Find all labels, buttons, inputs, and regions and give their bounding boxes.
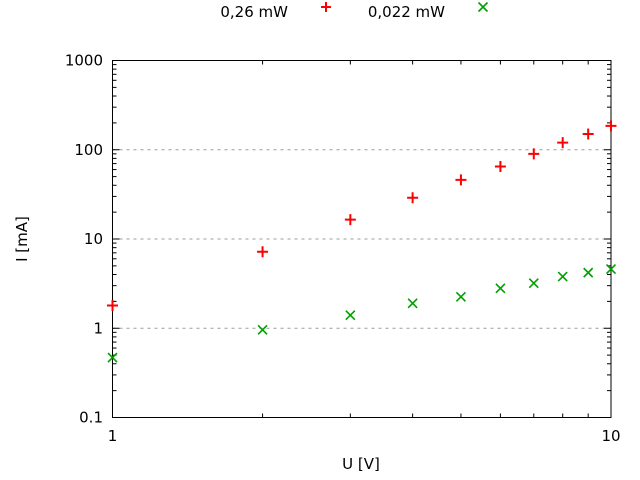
data-point-x [495, 283, 506, 294]
data-point-x [257, 324, 268, 335]
data-point-x [107, 352, 118, 363]
data-point-plus [582, 128, 594, 140]
y-axis-title: I [mA] [13, 216, 31, 262]
plus-marker-icon [321, 2, 331, 12]
data-point-x [605, 264, 617, 275]
x-axis-title: U [V] [342, 455, 380, 473]
x-tick-label: 1 [108, 427, 118, 445]
data-point-plus [407, 192, 419, 204]
data-point-x [528, 278, 539, 289]
legend-label-series-1: 0,022 mW [367, 3, 445, 21]
data-point-x [455, 291, 467, 302]
y-tick-label: 1 [93, 319, 103, 337]
plot-border [112, 60, 612, 418]
data-point-x [345, 310, 356, 321]
x-marker-icon [477, 1, 489, 13]
data-point-plus [107, 299, 118, 311]
data-point-plus [528, 148, 540, 160]
y-tick-label: 10 [84, 230, 103, 248]
data-point-plus [494, 160, 506, 172]
legend-label-series-0: 0,26 mW [220, 3, 288, 21]
data-point-x [407, 298, 418, 309]
data-point-plus [344, 214, 356, 226]
data-point-plus [455, 174, 467, 186]
data-point-plus [257, 246, 269, 258]
y-tick-label: 1000 [65, 52, 103, 70]
y-tick-label: 0.1 [79, 409, 103, 427]
data-point-x [557, 271, 568, 282]
x-tick-label: 10 [601, 427, 620, 445]
data-point-plus [557, 137, 569, 149]
y-tick-label: 100 [74, 141, 103, 159]
data-point-plus [605, 120, 617, 132]
data-point-x [583, 267, 594, 278]
